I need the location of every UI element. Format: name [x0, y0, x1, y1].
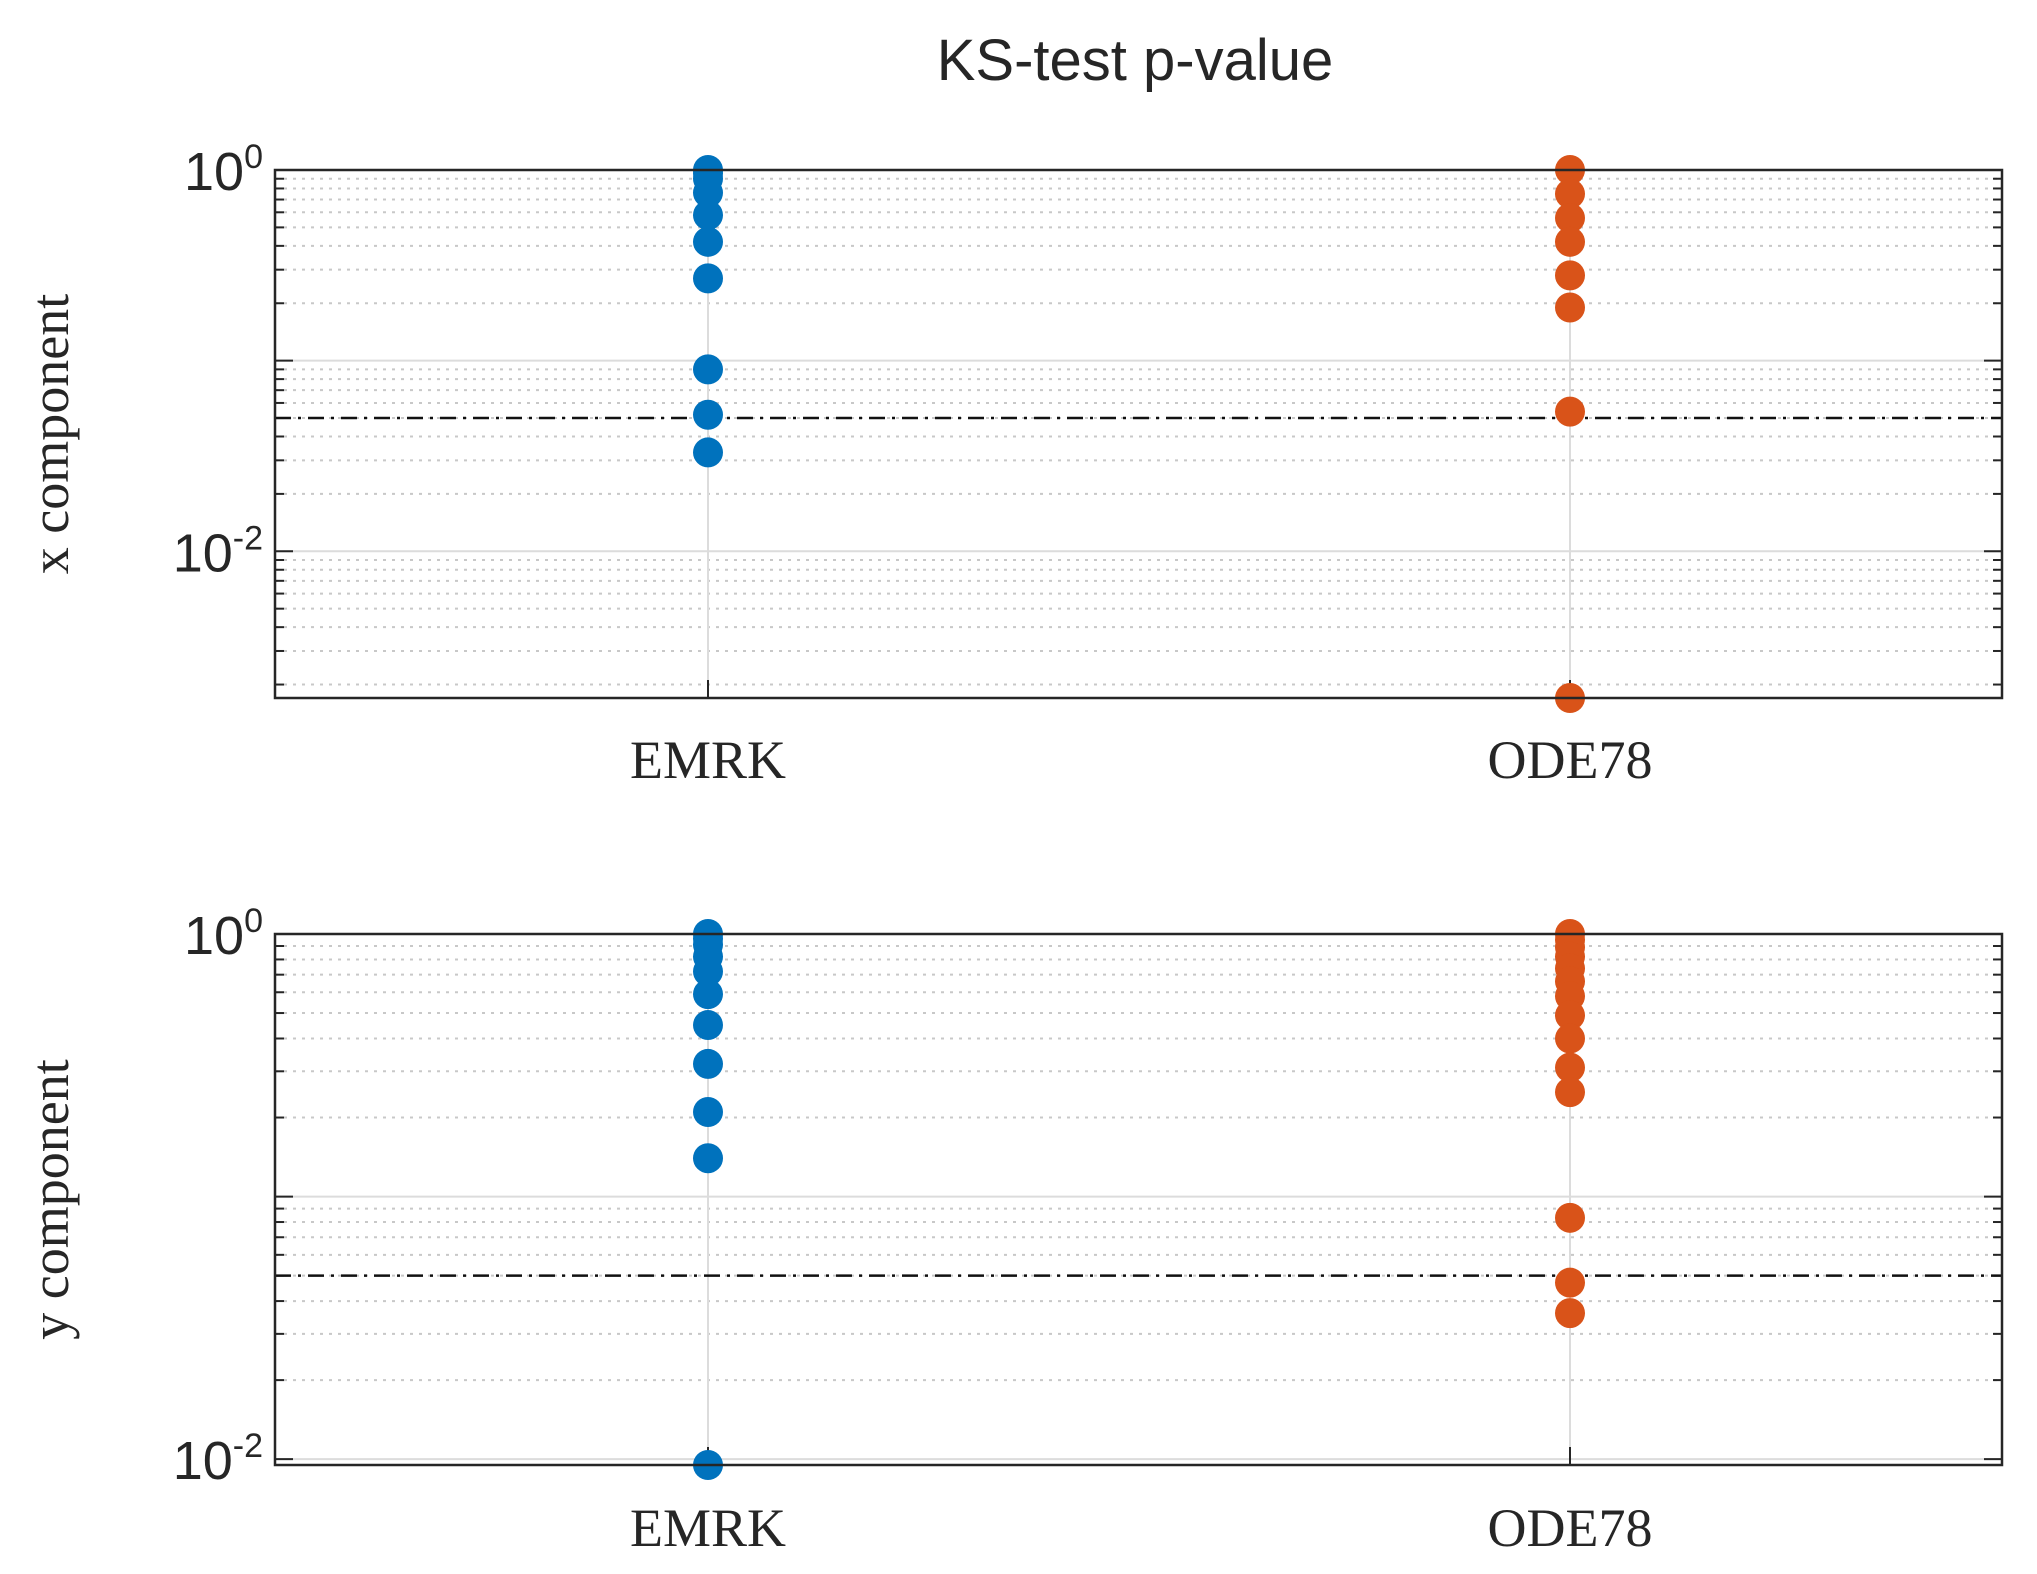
data-point: [1555, 1267, 1585, 1298]
figure-title: KS-test p-value: [937, 28, 1334, 93]
minor-grid: [275, 945, 2002, 1382]
data-point: [693, 1096, 723, 1127]
data-point: [693, 399, 723, 430]
data-point: [1555, 178, 1585, 209]
data-point: [1555, 203, 1585, 234]
y-tick-label: 100: [184, 902, 263, 966]
data-point: [693, 177, 723, 208]
data-point: [1555, 1052, 1585, 1083]
x-tick-label-ode78: ODE78: [1488, 1498, 1653, 1558]
axes-box: [273, 168, 2004, 700]
data-point: [1555, 1077, 1585, 1108]
data-point: [693, 226, 723, 257]
data-point: [1555, 226, 1585, 257]
data-point: [1555, 1023, 1585, 1054]
y-tick-label: 10-2: [173, 519, 263, 583]
x-tick-label-emrk: EMRK: [630, 730, 786, 790]
data-point: [693, 200, 723, 231]
data-point: [693, 263, 723, 294]
data-point: [693, 1048, 723, 1079]
y-component-plot: 100 10-2 EMRK ODE78 y component: [20, 902, 2004, 1558]
data-point: [1555, 260, 1585, 291]
data-point: [693, 979, 723, 1010]
y-axis-label: x component: [20, 294, 80, 574]
axes-box: [273, 932, 2004, 1467]
y-axis-label: y component: [20, 1059, 80, 1339]
data-point: [1555, 1202, 1585, 1233]
data-point: [693, 437, 723, 468]
x-component-plot: 100 10-2 EMRK ODE78 x component: [20, 138, 2004, 790]
series-emrk: [693, 155, 723, 468]
series-emrk: [693, 919, 723, 1480]
x-tick-label-ode78: ODE78: [1488, 730, 1653, 790]
x-tick-label-emrk: EMRK: [630, 1498, 786, 1558]
data-point: [693, 1143, 723, 1174]
data-point: [1555, 1298, 1585, 1329]
data-point: [693, 956, 723, 987]
data-point: [693, 1010, 723, 1041]
y-tick-label: 100: [184, 138, 263, 202]
data-point: [693, 354, 723, 385]
series-ode78: [1555, 919, 1585, 1329]
y-tick-label: 10-2: [173, 1427, 263, 1491]
data-point: [1555, 396, 1585, 427]
data-point: [1555, 1000, 1585, 1031]
data-point: [1555, 292, 1585, 323]
